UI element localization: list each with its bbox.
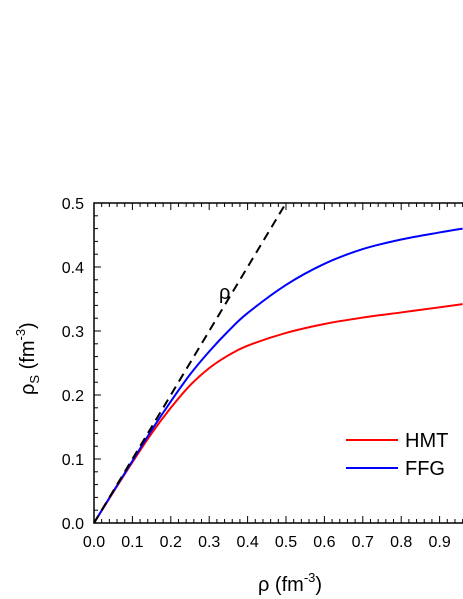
series-line-rho-reference bbox=[93, 202, 287, 524]
y-tick-label: 0.4 bbox=[62, 260, 84, 277]
series-line-hmt bbox=[93, 303, 463, 524]
x-axis-title: ρ (fm-3) bbox=[258, 570, 322, 596]
y-axis-title-close: ) bbox=[17, 322, 39, 329]
x-tick-label: 0.7 bbox=[352, 534, 374, 551]
y-tick-label: 0.5 bbox=[62, 196, 84, 213]
series-line-ffg bbox=[93, 227, 463, 524]
y-tick-label: 0.1 bbox=[62, 452, 84, 469]
y-axis-title-sub: S bbox=[27, 375, 42, 384]
series-lines bbox=[93, 202, 463, 524]
x-tick-label: 0.5 bbox=[275, 534, 297, 551]
x-tick-label: 0.3 bbox=[198, 534, 220, 551]
legend: HMT FFG bbox=[346, 430, 448, 480]
plot-frame bbox=[93, 202, 463, 524]
x-tick-label: 0.6 bbox=[313, 534, 335, 551]
x-tick-label: 0.8 bbox=[390, 534, 412, 551]
y-axis-title-mid: (fm bbox=[17, 341, 39, 375]
x-tick-label: 0.4 bbox=[236, 534, 258, 551]
tick-labels: 0.0 0.1 0.2 0.3 0.4 0.5 0.6 0.7 0.8 0.9 0.0 0.1 0.2 0… bbox=[62, 196, 451, 551]
y-tick-label: 0.2 bbox=[62, 388, 84, 405]
y-tick-label: 0.3 bbox=[62, 324, 84, 341]
x-axis-title-close: ) bbox=[315, 574, 322, 596]
x-tick-label: 0.2 bbox=[160, 534, 182, 551]
y-tick-label: 0.0 bbox=[62, 516, 84, 533]
y-axis-title-main: ρ bbox=[17, 384, 39, 395]
legend-label-ffg: FFG bbox=[405, 458, 445, 480]
x-tick-label: 0.9 bbox=[428, 534, 450, 551]
annotation-rho: ρ bbox=[219, 282, 230, 304]
x-axis-title-main: ρ (fm bbox=[258, 574, 304, 596]
x-tick-label: 0.1 bbox=[121, 534, 143, 551]
legend-label-hmt: HMT bbox=[405, 430, 448, 452]
x-tick-label: 0.0 bbox=[83, 534, 105, 551]
y-axis-title-sup: -3 bbox=[13, 329, 28, 341]
x-axis-title-sup: -3 bbox=[304, 570, 316, 585]
y-axis-title: ρS (fm-3) bbox=[13, 322, 42, 395]
